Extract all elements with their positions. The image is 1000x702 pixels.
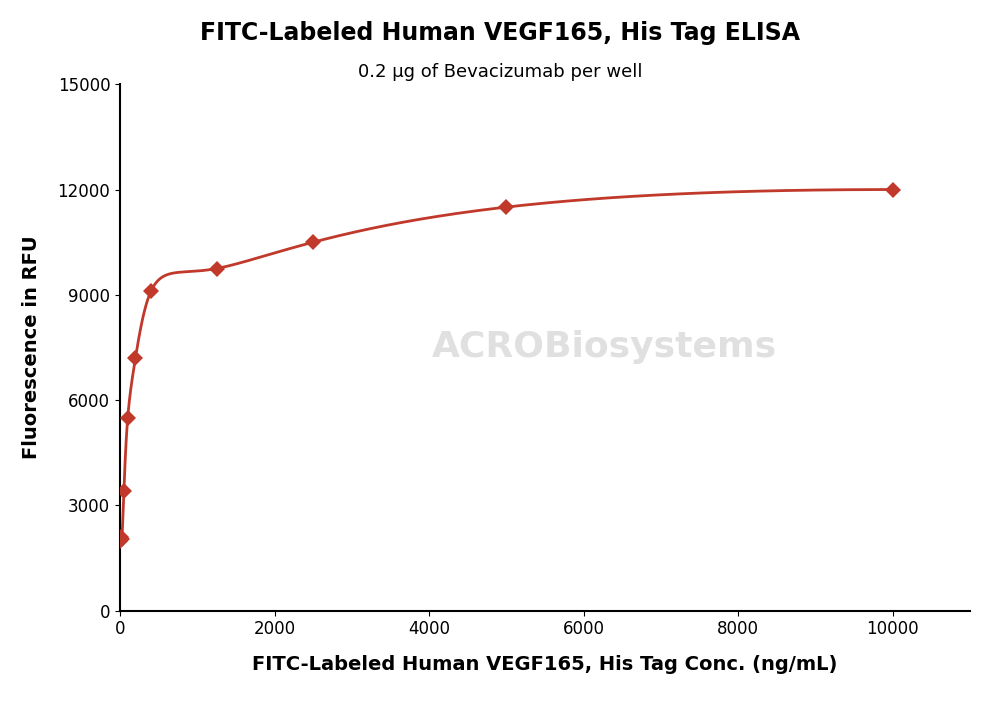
Text: FITC-Labeled Human VEGF165, His Tag ELISA: FITC-Labeled Human VEGF165, His Tag ELIS… [200,21,800,45]
Text: ACROBiosystems: ACROBiosystems [432,331,777,364]
X-axis label: FITC-Labeled Human VEGF165, His Tag Conc. (ng/mL): FITC-Labeled Human VEGF165, His Tag Conc… [252,655,838,674]
Y-axis label: Fluorescence in RFU: Fluorescence in RFU [22,236,41,459]
Text: 0.2 μg of Bevacizumab per well: 0.2 μg of Bevacizumab per well [358,63,642,81]
